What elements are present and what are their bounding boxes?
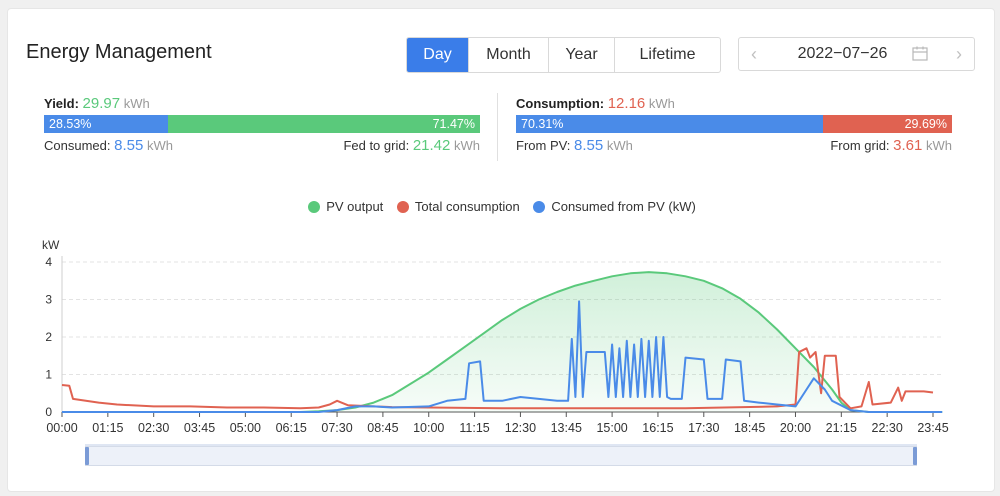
- x-tick-label: 22:30: [872, 421, 903, 435]
- series-area-pv-output: [62, 272, 943, 412]
- x-tick-label: 06:15: [276, 421, 307, 435]
- yield-fed-segment: 71.47%: [168, 115, 480, 133]
- x-tick-label: 01:15: [92, 421, 123, 435]
- tab-lifetime[interactable]: Lifetime: [614, 38, 720, 72]
- chevron-right-icon[interactable]: ›: [956, 43, 962, 64]
- consumption-from-grid: From grid: 3.61 kWh: [830, 137, 952, 155]
- legend-item-total-consumption[interactable]: Total consumption: [396, 199, 520, 214]
- series-line-consumed-from-pv: [62, 300, 943, 413]
- from-pv-label: From PV:: [516, 138, 571, 153]
- yield-consumed: Consumed: 8.55 kWh: [44, 137, 173, 155]
- yield-consumed-segment: 28.53%: [44, 115, 169, 133]
- x-tick-label: 20:00: [780, 421, 811, 435]
- yield-value: 29.97: [82, 95, 121, 112]
- consumption-summary: Consumption: 12.16 kWh 70.31% 29.69% Fro…: [516, 95, 952, 155]
- from-grid-value: 3.61: [893, 137, 923, 154]
- legend-item-consumed-from-pv[interactable]: Consumed from PV (kW): [533, 199, 696, 214]
- x-tick-label: 15:00: [596, 421, 627, 435]
- consumption-value: 12.16: [607, 95, 646, 112]
- legend-item-pv-output[interactable]: PV output: [308, 199, 383, 214]
- range-tabs: Day Month Year Lifetime: [406, 37, 721, 73]
- legend-dot-pv: [308, 200, 321, 213]
- x-tick-label: 07:30: [321, 421, 352, 435]
- yield-unit: kWh: [123, 96, 150, 111]
- x-tick-label: 17:30: [688, 421, 719, 435]
- zoom-handle-right[interactable]: [913, 447, 917, 465]
- tab-month[interactable]: Month: [468, 38, 548, 72]
- consumed-value: 8.55: [114, 137, 144, 154]
- yield-summary: Yield: 29.97 kWh 28.53% 71.47% Consumed:…: [44, 95, 480, 155]
- yield-fed: Fed to grid: 21.42 kWh: [343, 137, 480, 155]
- from-pv-value: 8.55: [574, 137, 604, 154]
- date-value[interactable]: 2022−07−26: [797, 45, 888, 62]
- x-tick-label: 11:15: [459, 421, 489, 435]
- legend-dot-consumption: [396, 200, 409, 213]
- fed-unit: kWh: [454, 138, 480, 153]
- y-tick-label: 3: [45, 293, 52, 307]
- x-tick-label: 03:45: [184, 421, 215, 435]
- zoom-handle-left[interactable]: [85, 447, 89, 465]
- consumed-label: Consumed:: [44, 138, 111, 153]
- x-tick-label: 18:45: [734, 421, 765, 435]
- x-tick-label: 05:00: [230, 421, 261, 435]
- x-tick-label: 10:00: [413, 421, 444, 435]
- y-tick-label: 2: [45, 330, 52, 344]
- tab-day[interactable]: Day: [407, 38, 468, 72]
- y-axis-label: kW: [42, 238, 60, 252]
- x-tick-label: 23:45: [917, 421, 948, 435]
- series-line-pv-output: [62, 271, 943, 413]
- x-tick-label: 00:00: [46, 421, 77, 435]
- x-tick-label: 16:15: [642, 421, 673, 435]
- consumption-grid-segment: 29.69%: [822, 115, 952, 133]
- x-tick-label: 12:30: [505, 421, 536, 435]
- legend-label: Total consumption: [414, 199, 520, 214]
- consumption-label: Consumption:: [516, 96, 605, 111]
- x-tick-label: 13:45: [551, 421, 582, 435]
- from-grid-unit: kWh: [926, 138, 952, 153]
- energy-management-card: Energy Management Day Month Year Lifetim…: [7, 8, 995, 492]
- y-tick-label: 0: [45, 405, 52, 419]
- y-tick-label: 1: [45, 368, 52, 382]
- consumption-pv-segment: 70.31%: [516, 115, 823, 133]
- page-title: Energy Management: [26, 41, 212, 63]
- energy-chart: kW 0 1 2 3 4 00:00 01:15 02:30 03:45 05:00 06:15 07:…: [42, 238, 949, 435]
- x-tick-label: 08:45: [367, 421, 398, 435]
- consumption-bar: 70.31% 29.69%: [516, 115, 952, 133]
- chart-legend: PV output Total consumption Consumed fro…: [8, 199, 996, 216]
- y-tick-label: 4: [45, 255, 52, 269]
- x-tick-label: 02:30: [138, 421, 169, 435]
- summary-divider: [497, 93, 498, 161]
- fed-value: 21.42: [412, 137, 451, 154]
- consumption-unit: kWh: [648, 96, 675, 111]
- chevron-left-icon[interactable]: ‹: [751, 43, 757, 64]
- legend-dot-consumed-pv: [533, 200, 546, 213]
- from-grid-label: From grid:: [830, 138, 890, 153]
- from-pv-unit: kWh: [606, 138, 633, 153]
- legend-label: Consumed from PV (kW): [551, 199, 696, 214]
- date-picker[interactable]: ‹ 2022−07−26 ›: [738, 37, 975, 71]
- tab-year[interactable]: Year: [548, 38, 614, 72]
- x-tick-label: 21:15: [826, 421, 857, 435]
- consumption-from-pv: From PV: 8.55 kWh: [516, 137, 633, 155]
- fed-label: Fed to grid:: [343, 138, 410, 153]
- yield-bar: 28.53% 71.47%: [44, 115, 480, 133]
- consumed-unit: kWh: [146, 138, 173, 153]
- yield-label: Yield:: [44, 96, 79, 111]
- legend-label: PV output: [326, 199, 384, 214]
- calendar-icon[interactable]: [910, 46, 932, 62]
- zoom-slider[interactable]: [85, 446, 917, 466]
